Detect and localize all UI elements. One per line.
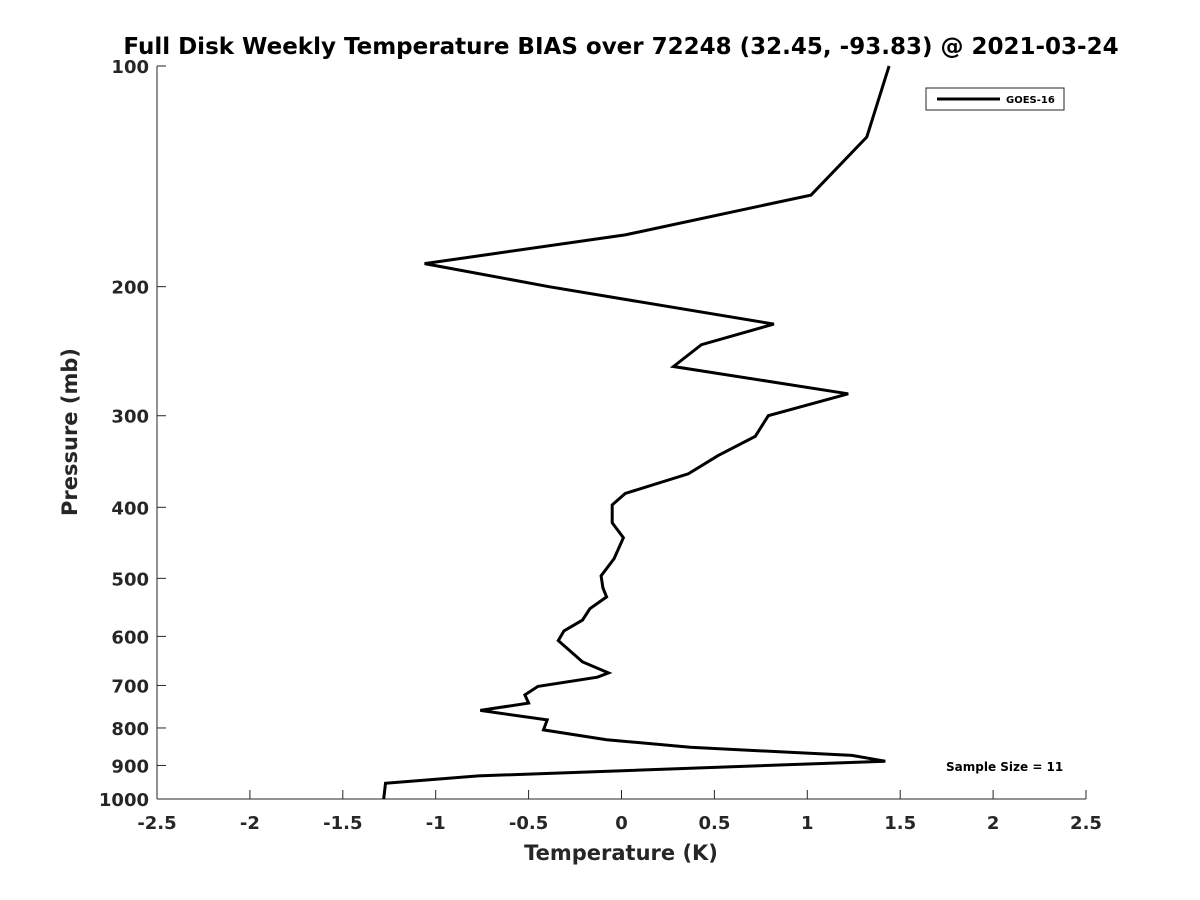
x-tick-label: 0 xyxy=(615,813,628,834)
x-tick-label: -0.5 xyxy=(509,813,548,834)
x-tick-label: 0.5 xyxy=(698,813,730,834)
y-tick-label: 400 xyxy=(111,498,149,519)
y-tick-label: 500 xyxy=(111,569,149,590)
x-tick-label: 2 xyxy=(987,813,1000,834)
sample-size-annotation: Sample Size = 11 xyxy=(946,760,1063,774)
y-ticks: 100 200 300 400 500 600 700 800 900 1000 xyxy=(99,57,166,811)
x-tick-label: -2 xyxy=(240,813,260,834)
x-ticks: -2.5 -2 -1.5 -1 -0.5 0 0.5 1 1.5 2 2.5 xyxy=(137,790,1102,834)
x-tick-label: 1.5 xyxy=(884,813,916,834)
y-tick-label: 100 xyxy=(111,57,149,78)
y-tick-label: 900 xyxy=(111,756,149,777)
y-tick-label: 600 xyxy=(111,627,149,648)
x-tick-label: 2.5 xyxy=(1070,813,1102,834)
y-axis-label: Pressure (mb) xyxy=(58,348,82,516)
y-tick-label: 700 xyxy=(111,676,149,697)
x-tick-label: -1 xyxy=(426,813,446,834)
x-tick-label: -2.5 xyxy=(137,813,176,834)
chart-title: Full Disk Weekly Temperature BIAS over 7… xyxy=(123,34,1118,60)
y-tick-label: 300 xyxy=(111,407,149,428)
x-axis-label: Temperature (K) xyxy=(524,841,718,865)
series-line-goes-16 xyxy=(382,65,891,800)
plot-area: -2.5 -2 -1.5 -1 -0.5 0 0.5 1 1.5 2 2.5 100 200 300 40… xyxy=(99,57,1102,834)
y-tick-label: 800 xyxy=(111,719,149,740)
y-tick-label: 1000 xyxy=(99,790,149,811)
x-tick-label: -1.5 xyxy=(323,813,362,834)
legend: GOES-16 xyxy=(925,87,1065,111)
legend-entry-label: GOES-16 xyxy=(1006,95,1055,106)
x-tick-label: 1 xyxy=(801,813,814,834)
y-tick-label: 200 xyxy=(111,278,149,299)
